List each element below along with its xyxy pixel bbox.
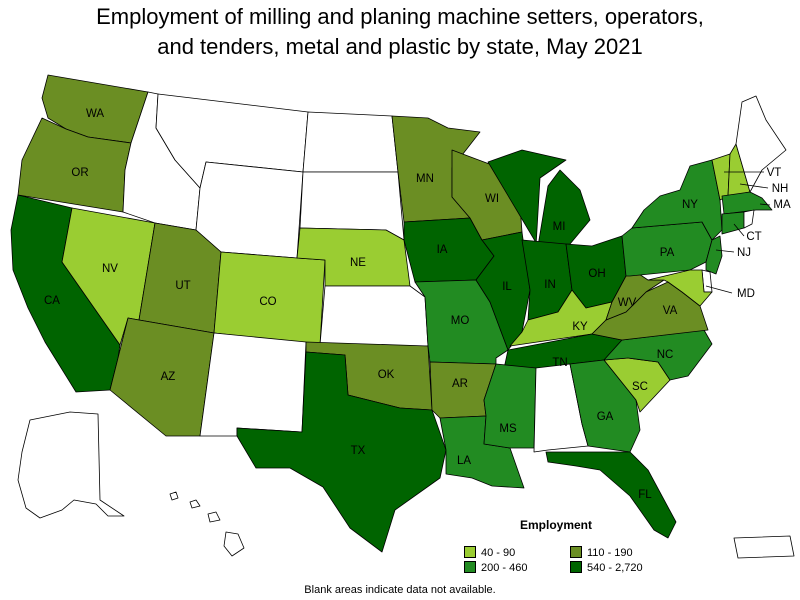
state-ma[interactable] (721, 191, 773, 215)
label-ms: MS (499, 423, 517, 435)
state-hi[interactable] (169, 491, 245, 557)
state-nj[interactable] (705, 235, 723, 275)
map-title-line-2: and tenders, metal and plastic by state,… (157, 34, 643, 59)
state-md[interactable] (647, 269, 713, 307)
state-tx[interactable] (236, 351, 447, 553)
legend-swatch (464, 561, 476, 573)
label-oh: OH (588, 268, 605, 280)
state-mi[interactable] (487, 149, 591, 247)
us-choropleth-map: WA OR CA NV UT AZ CO NE OK TX MN IA MO A… (10, 74, 795, 559)
label-tn: TN (552, 357, 567, 369)
label-ct: CT (746, 231, 761, 243)
label-nh: NH (772, 183, 789, 195)
label-ny: NY (682, 199, 698, 211)
legend-label: 540 - 2,720 (587, 562, 643, 574)
state-ks[interactable] (319, 285, 429, 347)
label-nv: NV (102, 263, 118, 275)
state-fl[interactable] (545, 451, 677, 539)
map-title: Employment of milling and planing machin… (0, 2, 800, 62)
label-tx: TX (351, 445, 366, 457)
label-il: IL (502, 281, 512, 293)
label-va: VA (663, 305, 678, 317)
label-wa: WA (86, 108, 104, 120)
label-mn: MN (416, 173, 434, 185)
label-ga: GA (597, 411, 614, 423)
label-ky: KY (572, 321, 588, 333)
legend-label: 110 - 190 (587, 547, 633, 559)
label-pa: PA (660, 247, 675, 259)
state-labels: WA OR CA NV UT AZ CO NE OK TX MN IA MO A… (44, 108, 791, 501)
label-fl: FL (638, 489, 652, 501)
label-leader-lines (705, 171, 771, 294)
label-ne: NE (350, 257, 366, 269)
label-la: LA (457, 455, 471, 467)
legend-title: Employment (520, 518, 593, 532)
footnote: Blank areas indicate data not available. (304, 584, 496, 596)
legend-swatch (570, 561, 582, 573)
label-ma: MA (773, 199, 791, 211)
state-nd[interactable] (302, 111, 399, 173)
label-wv: WV (618, 297, 637, 309)
label-mo: MO (451, 315, 470, 327)
legend-label: 200 - 460 (481, 562, 528, 574)
legend-swatch (570, 546, 582, 558)
state-ri[interactable] (743, 209, 755, 229)
label-ar: AR (452, 378, 468, 390)
legend-item-110-190: 110 - 190 (570, 546, 633, 560)
state-pr[interactable] (733, 535, 795, 559)
label-nj: NJ (737, 247, 751, 259)
legend-item-540-2720: 540 - 2,720 (570, 561, 643, 575)
state-ky[interactable] (509, 289, 613, 347)
label-in: IN (544, 279, 556, 291)
label-sc: SC (632, 381, 648, 393)
label-nc: NC (657, 349, 674, 361)
label-or: OR (71, 167, 88, 179)
label-ut: UT (175, 280, 190, 292)
label-az: AZ (161, 371, 176, 383)
state-me[interactable] (735, 95, 787, 193)
legend-swatch (464, 546, 476, 558)
state-co[interactable] (213, 251, 326, 346)
legend-item-40-90: 40 - 90 (464, 546, 515, 560)
map-title-line-1: Employment of milling and planing machin… (96, 4, 704, 29)
state-nm[interactable] (199, 332, 307, 437)
legend-label: 40 - 90 (481, 547, 516, 559)
state-ak[interactable] (17, 411, 125, 519)
state-shapes (10, 74, 795, 559)
label-co: CO (259, 296, 276, 308)
label-md: MD (737, 288, 755, 300)
label-vt: VT (767, 167, 782, 179)
label-ca: CA (44, 295, 60, 307)
state-ct[interactable] (721, 211, 745, 235)
label-wi: WI (485, 193, 499, 205)
state-ms[interactable] (483, 363, 537, 449)
label-ok: OK (378, 369, 395, 381)
legend-item-200-460: 200 - 460 (464, 561, 527, 575)
label-ia: IA (437, 244, 448, 256)
label-mi: MI (553, 221, 566, 233)
